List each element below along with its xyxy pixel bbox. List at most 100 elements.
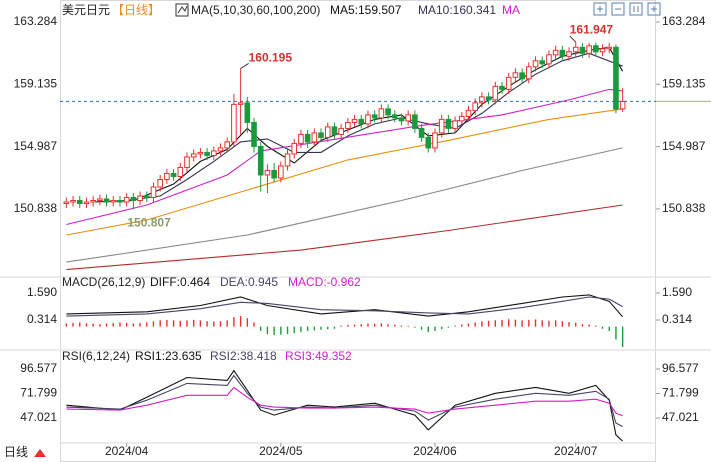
line-series <box>66 204 623 271</box>
candle-body <box>613 46 619 110</box>
candle-body <box>432 132 438 149</box>
candle-body <box>385 108 391 116</box>
y-tick-label-right: 154.987 <box>662 139 706 153</box>
y-tick-label: 154.987 <box>14 139 58 153</box>
period-label[interactable]: 【日线】 <box>112 3 160 17</box>
annotation-leader <box>569 35 577 43</box>
candle-body <box>157 178 163 188</box>
candle-body <box>184 156 190 168</box>
candle-body <box>224 141 231 149</box>
ma-icon[interactable] <box>175 3 189 17</box>
y-tick-label-right: 163.284 <box>662 14 706 28</box>
candle-body <box>351 118 358 123</box>
candle-body <box>579 46 586 54</box>
legend-entry: MA10:160.341 <box>418 3 496 17</box>
y-tick-label-right: 150.838 <box>662 201 706 215</box>
y-tick-label-right: 96.577 <box>662 361 699 375</box>
candle-body <box>539 60 546 65</box>
macd-title: MACD(26,12,9) <box>62 275 145 289</box>
candle-body <box>110 200 117 203</box>
candle-body <box>197 151 204 155</box>
x-tick-label: 2024/05 <box>259 444 303 458</box>
candle-body <box>244 102 251 123</box>
candle-body <box>298 133 304 144</box>
period-arrow[interactable] <box>34 449 46 457</box>
line-series <box>66 369 623 442</box>
candle-body <box>103 198 110 203</box>
candle-body <box>552 49 559 56</box>
x-tick-label: 2024/04 <box>105 444 149 458</box>
line-series <box>66 386 623 417</box>
y-tick-label: 47.021 <box>20 410 57 424</box>
annotation: 150.807 <box>127 216 171 230</box>
y-tick-label-right: 0.314 <box>662 312 692 326</box>
candle-body <box>365 114 371 125</box>
candle-body <box>251 121 257 147</box>
legend-entry: MACD:-0.962 <box>288 275 361 289</box>
candle-body <box>378 108 385 119</box>
legend-entry: DIFF:0.464 <box>150 275 210 289</box>
candle-body <box>278 165 284 179</box>
candle-body <box>465 109 472 117</box>
candle-body <box>458 115 465 122</box>
line-series <box>126 52 623 202</box>
candle-body <box>425 136 432 149</box>
candle-body <box>331 126 338 135</box>
y-tick-label: 0.314 <box>27 312 57 326</box>
candle-body <box>284 153 291 167</box>
candle-body <box>137 195 143 202</box>
candle-body <box>264 169 271 176</box>
legend-entry: MA <box>502 3 520 17</box>
candle-body <box>83 201 90 205</box>
legend-entry: DEA:0.945 <box>220 275 278 289</box>
y-tick-label-right: 47.021 <box>662 410 699 424</box>
y-tick-label: 163.284 <box>14 14 58 28</box>
candle-body <box>505 76 512 90</box>
candle-body <box>271 169 277 179</box>
candle-body <box>217 147 224 152</box>
candle-body <box>76 200 83 205</box>
line-series <box>66 296 623 317</box>
line-series <box>66 294 624 318</box>
candle-body <box>418 127 425 138</box>
candle-body <box>438 118 445 134</box>
candle-body <box>619 100 626 110</box>
candle-body <box>318 132 324 138</box>
candle-body <box>70 200 76 203</box>
candle-body <box>170 172 177 177</box>
x-tick-label: 2024/06 <box>413 444 457 458</box>
candle-body <box>586 45 592 54</box>
annotation-leader <box>240 62 249 69</box>
y-tick-label: 96.577 <box>20 361 57 375</box>
candle-body <box>190 153 197 158</box>
candle-body <box>371 114 378 119</box>
candle-body <box>405 114 411 122</box>
candle-body <box>445 118 452 129</box>
candle-body <box>519 72 525 80</box>
candle-body <box>526 66 532 80</box>
candle-body <box>452 120 458 129</box>
candle-body <box>143 195 150 198</box>
candle-body <box>304 133 311 143</box>
candle-body <box>177 166 184 177</box>
y-tick-label: 159.135 <box>14 76 58 90</box>
period-button[interactable]: 日线 <box>4 445 28 459</box>
candle-body <box>479 96 485 104</box>
candle-body <box>358 118 365 125</box>
candle-body <box>204 151 210 156</box>
candle-body <box>398 117 405 122</box>
candle-body <box>231 103 237 143</box>
toolbar[interactable] <box>593 2 661 16</box>
candle-body <box>572 46 579 53</box>
candle-body <box>599 48 606 53</box>
candle-body <box>492 85 499 101</box>
candle-body <box>311 132 318 143</box>
candle-body <box>90 200 96 203</box>
candle-body <box>532 60 539 68</box>
candle-body <box>412 114 418 129</box>
y-tick-label-right: 1.590 <box>662 285 692 299</box>
line-series <box>66 374 623 427</box>
line-series <box>66 88 623 226</box>
candle-body <box>606 46 613 50</box>
